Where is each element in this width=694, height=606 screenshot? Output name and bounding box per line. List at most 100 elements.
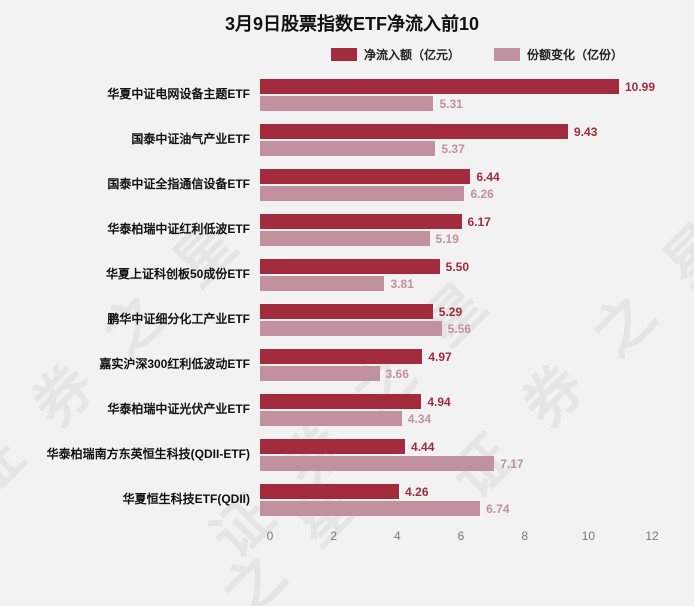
bar-line: 7.17 <box>260 456 652 471</box>
bar-line: 4.94 <box>260 394 652 409</box>
net-inflow-bar <box>260 394 422 409</box>
share-change-value: 5.37 <box>441 141 465 156</box>
bar-line: 5.50 <box>260 259 652 274</box>
bar-group: 5.50 3.81 <box>260 257 652 293</box>
bar-line: 4.34 <box>260 411 652 426</box>
category-label: 华夏中证电网设备主题ETF <box>107 87 250 102</box>
net-inflow-value: 4.26 <box>405 484 429 499</box>
category-label: 华泰柏瑞南方东英恒生科技(QDII-ETF) <box>46 447 250 462</box>
net-inflow-bar <box>260 439 406 454</box>
bar-group: 10.99 5.31 <box>260 77 656 113</box>
net-inflow-bar <box>260 484 400 499</box>
share-change-bar <box>260 276 385 291</box>
chart-row: 华夏恒生科技ETF(QDII) 4.26 6.74 <box>10 482 694 518</box>
net-inflow-value: 4.94 <box>427 394 451 409</box>
bar-line: 6.17 <box>260 214 652 229</box>
chart-row: 华夏中证电网设备主题ETF 10.99 5.31 <box>10 77 694 113</box>
bar-group: 6.44 6.26 <box>260 167 652 203</box>
bar-line: 3.81 <box>260 276 652 291</box>
net-inflow-bar <box>260 169 471 184</box>
share-change-value: 6.26 <box>470 186 494 201</box>
share-change-value: 7.17 <box>500 456 524 471</box>
bar-line: 4.44 <box>260 439 652 454</box>
net-inflow-value: 6.44 <box>476 169 500 184</box>
bar-group: 4.97 3.66 <box>260 347 652 383</box>
category-label: 国泰中证油气产业ETF <box>131 132 250 147</box>
category-label: 国泰中证全指通信设备ETF <box>107 177 250 192</box>
chart-row: 华泰柏瑞中证红利低波ETF 6.17 5.19 <box>10 212 694 248</box>
x-tick-label: 2 <box>330 529 337 543</box>
legend-label: 净流入额（亿元） <box>363 48 460 62</box>
chart-row: 国泰中证油气产业ETF 9.43 5.37 <box>10 122 694 158</box>
net-inflow-value: 10.99 <box>625 79 656 94</box>
bar-line: 4.26 <box>260 484 652 499</box>
category-label: 嘉实沪深300红利低波动ETF <box>99 357 250 372</box>
net-inflow-value: 4.44 <box>411 439 435 454</box>
bar-line: 5.31 <box>260 96 652 111</box>
share-change-bar <box>260 321 442 336</box>
share-change-bar <box>260 366 380 381</box>
bar-line: 5.56 <box>260 321 652 336</box>
share-change-value: 5.31 <box>439 96 463 111</box>
bar-group: 4.44 7.17 <box>260 437 652 473</box>
net-inflow-bar <box>260 214 462 229</box>
legend-item-share-change: 份额变化（亿份） <box>494 46 623 63</box>
net-inflow-value: 5.50 <box>445 259 470 274</box>
bar-line: 6.74 <box>260 501 652 516</box>
net-inflow-bar <box>260 349 423 364</box>
net-inflow-value: 5.29 <box>438 304 463 319</box>
bar-line: 6.44 <box>260 169 652 184</box>
share-change-value: 5.56 <box>447 321 471 336</box>
etf-inflow-chart: 3月9日股票指数ETF净流入前10 净流入额（亿元） 份额变化（亿份） 华夏中证… <box>10 14 694 549</box>
bar-line: 5.37 <box>260 141 652 156</box>
chart-row: 鹏华中证细分化工产业ETF 5.29 5.56 <box>10 302 694 338</box>
share-change-value: 6.74 <box>486 501 510 516</box>
net-inflow-value: 6.17 <box>467 214 491 229</box>
category-label: 鹏华中证细分化工产业ETF <box>107 312 250 327</box>
category-label: 华泰柏瑞中证光伏产业ETF <box>107 402 250 417</box>
share-change-value: 4.34 <box>407 411 432 426</box>
share-change-value: 5.19 <box>435 231 459 246</box>
net-inflow-bar <box>260 124 569 139</box>
share-change-bar <box>260 96 434 111</box>
bar-group: 5.29 5.56 <box>260 302 652 338</box>
chart-legend: 净流入额（亿元） 份额变化（亿份） <box>260 46 694 63</box>
x-tick-label: 12 <box>645 529 659 543</box>
net-inflow-value: 9.43 <box>574 124 598 139</box>
x-tick-label: 0 <box>266 529 274 543</box>
legend-label: 份额变化（亿份） <box>527 48 624 62</box>
bar-line: 9.43 <box>260 124 652 139</box>
x-tick-label: 10 <box>581 529 596 543</box>
net-inflow-bar <box>260 304 433 319</box>
bar-line: 3.66 <box>260 366 652 381</box>
net-inflow-value: 4.97 <box>428 349 452 364</box>
chart-title: 3月9日股票指数ETF净流入前10 <box>224 14 480 34</box>
x-tick-label: 4 <box>393 529 401 543</box>
category-label: 华泰柏瑞中证红利低波ETF <box>107 222 250 237</box>
x-axis: 0 2 4 6 8 10 12 <box>266 527 659 549</box>
category-label: 华夏上证科创板50成份ETF <box>105 267 250 282</box>
chart-row: 华泰柏瑞南方东英恒生科技(QDII-ETF) 4.44 7.17 <box>10 437 694 473</box>
bar-group: 6.17 5.19 <box>260 212 652 248</box>
share-change-bar <box>260 186 465 201</box>
chart-row: 嘉实沪深300红利低波动ETF 4.97 3.66 <box>10 347 694 383</box>
bar-line: 5.29 <box>260 304 652 319</box>
chart-row: 国泰中证全指通信设备ETF 6.44 6.26 <box>10 167 694 203</box>
chart-row: 华夏上证科创板50成份ETF 5.50 3.81 <box>10 257 694 293</box>
share-change-legend-swatch <box>494 48 520 61</box>
chart-rows: 华夏中证电网设备主题ETF 10.99 5.31 国泰中证油气产业ETF 9.43 5.3… <box>10 77 694 518</box>
bar-line: 6.26 <box>260 186 652 201</box>
bar-group: 4.26 6.74 <box>260 482 652 518</box>
net-inflow-legend-swatch <box>330 48 357 61</box>
share-change-value: 3.81 <box>390 276 414 291</box>
legend-item-net-inflow: 净流入额（亿元） <box>330 46 460 63</box>
share-change-bar <box>260 411 402 426</box>
chart-row: 华泰柏瑞中证光伏产业ETF 4.94 4.34 <box>10 392 694 428</box>
net-inflow-bar <box>260 79 619 94</box>
bar-line: 5.19 <box>260 231 652 246</box>
net-inflow-bar <box>260 259 440 274</box>
bar-line: 4.97 <box>260 349 652 364</box>
share-change-bar <box>260 231 430 246</box>
share-change-bar <box>260 501 481 516</box>
x-tick-label: 6 <box>457 529 465 543</box>
